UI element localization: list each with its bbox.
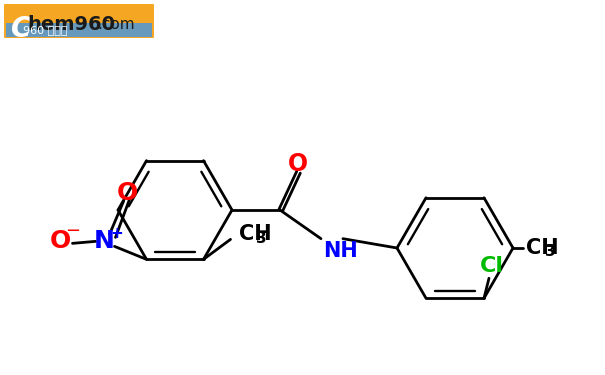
Text: hem960: hem960 — [27, 15, 115, 34]
FancyBboxPatch shape — [4, 4, 154, 38]
Text: N: N — [94, 230, 115, 254]
Text: C: C — [11, 15, 31, 43]
Bar — [6, 23, 152, 37]
Text: O: O — [288, 152, 308, 176]
Text: 3: 3 — [544, 244, 555, 260]
Text: Cl: Cl — [480, 256, 504, 276]
Text: 3: 3 — [256, 231, 267, 246]
Text: 960 化工网: 960 化工网 — [23, 25, 68, 35]
Text: O: O — [117, 182, 138, 206]
Text: O: O — [50, 230, 71, 254]
Text: NH: NH — [323, 241, 358, 261]
Text: CH: CH — [238, 224, 271, 245]
Text: +: + — [110, 226, 123, 241]
Text: −: − — [65, 222, 80, 240]
Text: CH: CH — [526, 238, 558, 258]
Text: .com: .com — [97, 17, 135, 32]
